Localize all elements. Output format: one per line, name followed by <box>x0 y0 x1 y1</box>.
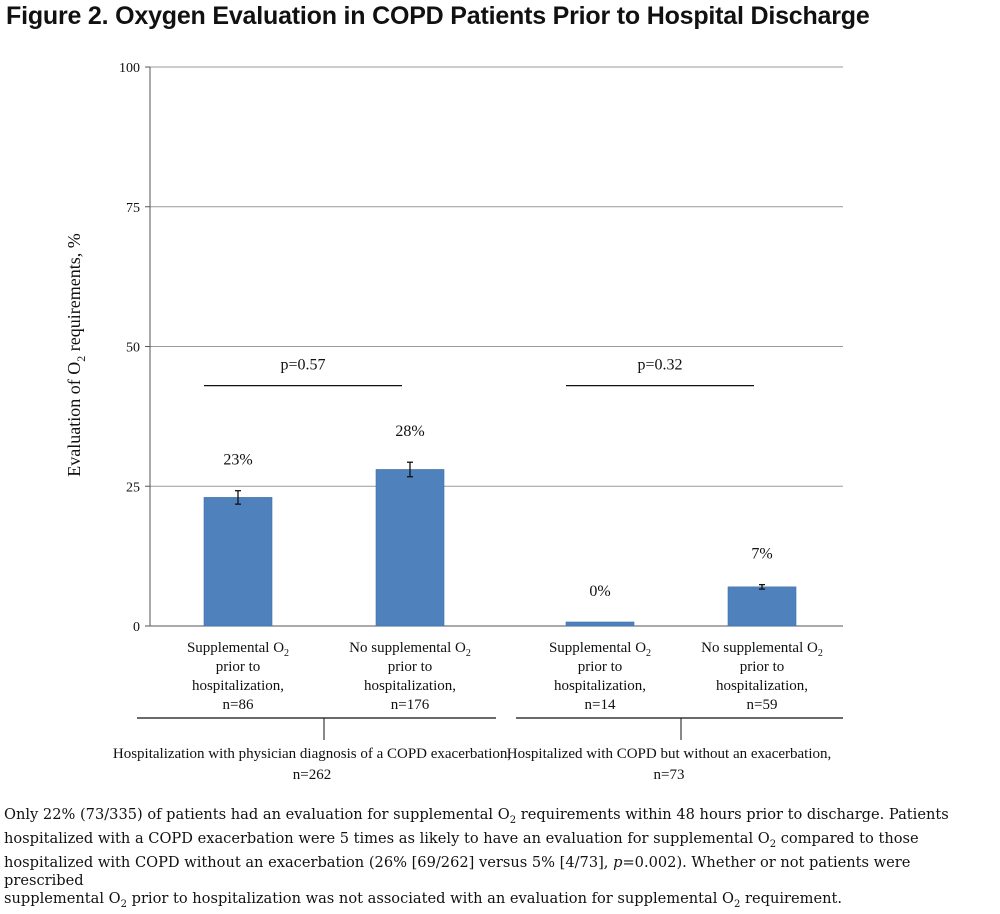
p-value-label: p=0.57 <box>280 357 325 374</box>
caption-text: requirements within 48 hours prior to di… <box>516 806 949 823</box>
caption-text: requirement. <box>740 889 843 907</box>
y-tick-label: 0 <box>133 620 140 635</box>
category-label: prior to <box>578 659 623 675</box>
y-tick-label: 100 <box>119 61 140 76</box>
data-label: 28% <box>395 423 424 440</box>
y-axis-label-subscript: 2 <box>74 356 88 362</box>
category-label: n=59 <box>747 697 778 713</box>
bar <box>375 469 445 627</box>
caption-subscript: 2 <box>769 838 777 850</box>
caption-text: prior to hospitalization was not associa… <box>126 889 735 907</box>
data-label: 0% <box>589 583 610 600</box>
category-label: n=14 <box>585 697 616 713</box>
y-tick-label: 25 <box>126 480 140 495</box>
category-label: prior to <box>388 659 433 675</box>
category-label: hospitalization, <box>716 678 808 694</box>
group-label: Hospitalized with COPD but without an ex… <box>507 746 832 762</box>
category-label: prior to <box>740 659 785 675</box>
caption-text: supplemental O <box>4 889 121 907</box>
category-label: hospitalization, <box>554 678 646 694</box>
category-label: n=176 <box>391 697 430 713</box>
group-label: n=73 <box>654 767 685 783</box>
p-value-label: p=0.32 <box>637 357 682 374</box>
y-axis-label-main: Evaluation of O <box>64 362 84 477</box>
y-axis-label-tail: requirements, % <box>64 233 84 355</box>
category-label: No supplemental O2 <box>349 640 471 659</box>
caption-italic: p <box>613 853 623 871</box>
category-label: n=86 <box>223 697 254 713</box>
bars <box>203 461 797 627</box>
category-label: prior to <box>216 659 261 675</box>
caption-subscript: 2 <box>509 814 517 826</box>
category-label: Supplemental O2 <box>187 640 289 659</box>
caption-text: hospitalized with a COPD exacerbation we… <box>4 829 770 847</box>
figure-caption: Only 22% (73/335) of patients had an eva… <box>4 806 994 914</box>
figure-title: Figure 2. Oxygen Evaluation in COPD Pati… <box>6 2 870 30</box>
category-label: hospitalization, <box>192 678 284 694</box>
bar <box>565 621 635 627</box>
caption-text: Only 22% (73/335) of patients had an eva… <box>4 806 510 823</box>
category-label: No supplemental O2 <box>701 640 823 659</box>
bar <box>727 586 797 627</box>
caption-text: hospitalized with COPD without an exacer… <box>4 853 614 871</box>
data-label: 23% <box>223 452 252 469</box>
group-label: Hospitalization with physician diagnosis… <box>113 746 511 762</box>
data-label: 7% <box>751 546 772 563</box>
category-label: Supplemental O2 <box>549 640 651 659</box>
bar <box>203 497 273 627</box>
group-label: n=262 <box>293 767 331 783</box>
y-tick-label: 50 <box>126 341 140 356</box>
y-axis-label: Evaluation of O2 requirements, % <box>64 233 88 476</box>
caption-text: compared to those <box>776 829 919 847</box>
gridlines <box>150 66 843 487</box>
y-tick-label: 75 <box>126 201 140 216</box>
category-label: hospitalization, <box>364 678 456 694</box>
